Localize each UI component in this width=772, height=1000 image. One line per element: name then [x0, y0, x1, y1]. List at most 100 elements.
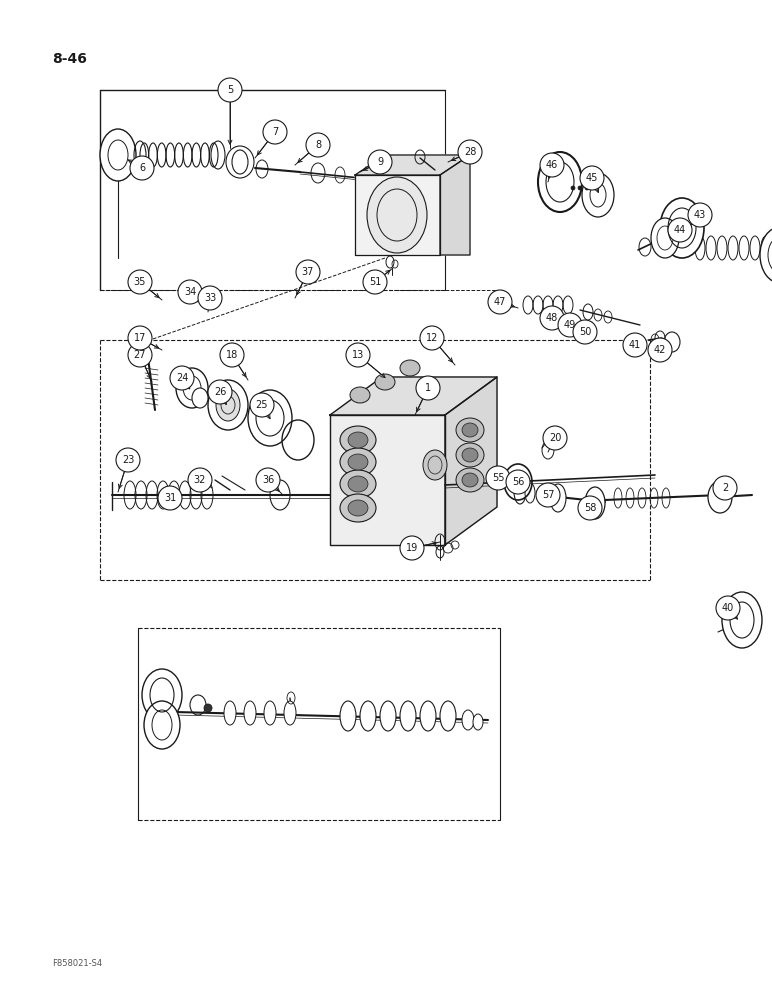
- Text: 37: 37: [302, 267, 314, 277]
- Text: 58: 58: [584, 503, 596, 513]
- Circle shape: [558, 313, 582, 337]
- Circle shape: [170, 366, 194, 390]
- Ellipse shape: [367, 177, 427, 253]
- Ellipse shape: [380, 701, 396, 731]
- Circle shape: [208, 380, 232, 404]
- Circle shape: [571, 186, 575, 190]
- Text: 20: 20: [549, 433, 561, 443]
- Circle shape: [458, 140, 482, 164]
- Text: 55: 55: [492, 473, 504, 483]
- Circle shape: [116, 448, 140, 472]
- Ellipse shape: [340, 448, 376, 476]
- Ellipse shape: [651, 218, 679, 258]
- Ellipse shape: [192, 388, 208, 408]
- Text: 7: 7: [272, 127, 278, 137]
- Ellipse shape: [582, 173, 614, 217]
- Circle shape: [220, 343, 244, 367]
- Circle shape: [188, 468, 212, 492]
- Text: 17: 17: [134, 333, 146, 343]
- Circle shape: [250, 393, 274, 417]
- Circle shape: [198, 286, 222, 310]
- Ellipse shape: [340, 701, 356, 731]
- Ellipse shape: [248, 390, 292, 446]
- Circle shape: [178, 280, 202, 304]
- Ellipse shape: [420, 701, 436, 731]
- Text: 47: 47: [494, 297, 506, 307]
- Ellipse shape: [462, 423, 478, 437]
- Circle shape: [623, 333, 647, 357]
- Text: 36: 36: [262, 475, 274, 485]
- Text: 28: 28: [464, 147, 476, 157]
- Circle shape: [486, 466, 510, 490]
- Ellipse shape: [456, 443, 484, 467]
- Ellipse shape: [340, 494, 376, 522]
- Text: 24: 24: [176, 373, 188, 383]
- Ellipse shape: [340, 470, 376, 498]
- Text: 31: 31: [164, 493, 176, 503]
- Text: 49: 49: [564, 320, 576, 330]
- Circle shape: [585, 186, 589, 190]
- Text: 27: 27: [134, 350, 146, 360]
- Circle shape: [128, 270, 152, 294]
- Text: 35: 35: [134, 277, 146, 287]
- Text: 8-46: 8-46: [52, 52, 87, 66]
- Circle shape: [256, 468, 280, 492]
- Circle shape: [716, 596, 740, 620]
- Ellipse shape: [360, 701, 376, 731]
- Ellipse shape: [264, 701, 276, 725]
- Circle shape: [130, 156, 154, 180]
- Text: 34: 34: [184, 287, 196, 297]
- Polygon shape: [445, 377, 497, 545]
- Ellipse shape: [550, 484, 566, 512]
- Text: 56: 56: [512, 477, 524, 487]
- Text: 26: 26: [214, 387, 226, 397]
- Text: 42: 42: [654, 345, 666, 355]
- Text: 25: 25: [256, 400, 268, 410]
- Circle shape: [158, 486, 182, 510]
- Text: 51: 51: [369, 277, 381, 287]
- Circle shape: [128, 326, 152, 350]
- Circle shape: [536, 483, 560, 507]
- Circle shape: [368, 150, 392, 174]
- Ellipse shape: [176, 368, 208, 408]
- Text: 18: 18: [226, 350, 238, 360]
- Text: 23: 23: [122, 455, 134, 465]
- Circle shape: [540, 153, 564, 177]
- Circle shape: [488, 290, 512, 314]
- Polygon shape: [355, 155, 470, 175]
- Text: 44: 44: [674, 225, 686, 235]
- Ellipse shape: [760, 227, 772, 283]
- Circle shape: [578, 496, 602, 520]
- Text: 57: 57: [542, 490, 554, 500]
- Circle shape: [543, 426, 567, 450]
- Circle shape: [688, 203, 712, 227]
- Text: F858021-S4: F858021-S4: [52, 959, 102, 968]
- Ellipse shape: [142, 669, 182, 721]
- Ellipse shape: [525, 483, 535, 503]
- Text: 48: 48: [546, 313, 558, 323]
- Ellipse shape: [456, 418, 484, 442]
- Ellipse shape: [340, 426, 376, 454]
- Ellipse shape: [585, 487, 605, 519]
- Polygon shape: [440, 155, 470, 255]
- Text: 12: 12: [426, 333, 438, 343]
- Circle shape: [668, 218, 692, 242]
- Ellipse shape: [514, 480, 526, 504]
- Ellipse shape: [423, 450, 447, 480]
- Ellipse shape: [462, 473, 478, 487]
- Circle shape: [648, 338, 672, 362]
- Circle shape: [204, 704, 212, 712]
- Ellipse shape: [660, 198, 704, 258]
- Circle shape: [346, 343, 370, 367]
- Polygon shape: [330, 377, 497, 415]
- Ellipse shape: [400, 701, 416, 731]
- Ellipse shape: [473, 714, 483, 730]
- Ellipse shape: [348, 500, 368, 516]
- Ellipse shape: [216, 389, 240, 421]
- Ellipse shape: [244, 701, 256, 725]
- Ellipse shape: [100, 129, 136, 181]
- Ellipse shape: [440, 701, 456, 731]
- Circle shape: [400, 536, 424, 560]
- Ellipse shape: [400, 360, 420, 376]
- Ellipse shape: [456, 468, 484, 492]
